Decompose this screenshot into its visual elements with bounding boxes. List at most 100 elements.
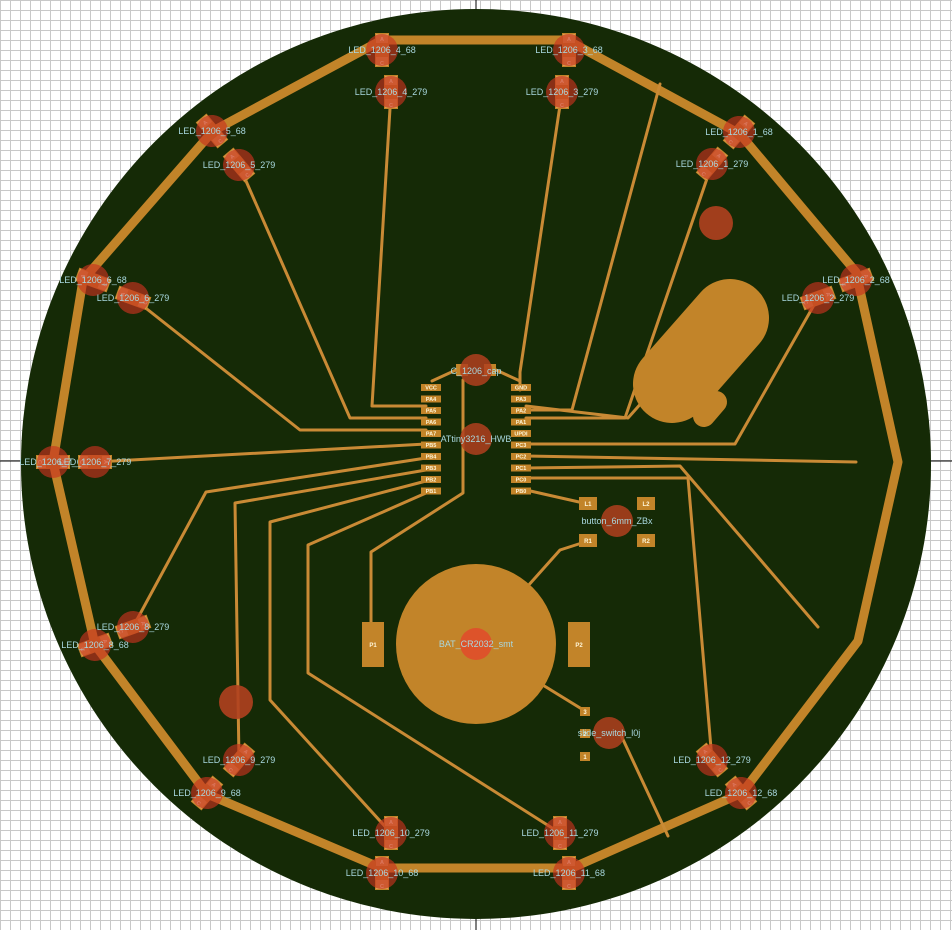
led-inner-9: AC [222, 742, 256, 778]
mcu-pin-left [421, 487, 441, 495]
battery-label: BAT_CR2032_smt [439, 639, 514, 649]
trace-5 [93, 442, 428, 464]
led-via [37, 446, 69, 478]
button-footprint: L1 L2 R1 R2 button_6mm_ZBx [579, 497, 655, 547]
mounting-via-bottom-left [219, 685, 253, 719]
led-inner-label: LED_1206_5_279 [203, 160, 276, 170]
led-outer-12: AC [724, 775, 758, 811]
battery-pad-p2 [568, 622, 590, 667]
led-inner-7: AC [78, 446, 112, 478]
button-pad-r1 [579, 534, 597, 547]
button-label: button_6mm_ZBx [581, 516, 653, 526]
led-outer-1: AC [722, 114, 756, 150]
trace-1 [370, 90, 428, 408]
mounting-via-top-right [699, 206, 733, 240]
led-inner-label: LED_1206_11_279 [522, 828, 599, 838]
cap-label: C_1206_cap [450, 366, 501, 376]
led-via [375, 76, 407, 108]
led-outer-label: LED_1206_6_68 [59, 275, 127, 285]
mcu-pin-left-label: PB4 [426, 455, 438, 461]
led-outer-label: LED_1206_2_68 [822, 275, 890, 285]
led-outer-4: AC [366, 33, 398, 67]
pcb-board [21, 9, 931, 919]
mcu-pin-left-label: PA7 [426, 432, 436, 438]
mcu-pin-right-label: PA3 [516, 397, 526, 403]
mcu-pin-left-label: VCC [425, 386, 437, 392]
mcu-pin-left [421, 453, 441, 460]
slide-switch-footprint: 3 2 1 slide_switch_l0j [578, 707, 640, 761]
mcu-pin-left [421, 407, 441, 414]
led-outer-label: LED_1206_10_68 [346, 868, 419, 878]
mcu-pin-right [511, 395, 531, 403]
trace-7 [233, 468, 428, 762]
led-outer-label: LED_1206_4_68 [348, 45, 416, 55]
led-outer-6: AC [74, 264, 112, 296]
mcu-pin-right-label: PC1 [516, 466, 527, 472]
led-outer-label: LED_1206_12_68 [705, 788, 778, 798]
mcu-pin-left-label: PA6 [426, 420, 436, 426]
button-pad-l2-label: L2 [642, 502, 650, 508]
trace-13 [524, 454, 858, 464]
led-inner-2: AC [799, 282, 837, 314]
battery-pad-p1 [362, 622, 384, 667]
mcu-pin-right [511, 384, 531, 391]
led-inner-label: LED_1206_4_279 [355, 87, 428, 97]
led-via [802, 282, 834, 314]
mcu-pin-right-label: PB0 [516, 489, 527, 495]
trace-12 [524, 296, 820, 446]
mcu-pin-right [511, 464, 531, 472]
button-pad-l1 [579, 497, 597, 510]
mcu-pin-left-label: PB1 [426, 489, 437, 495]
led-inner-label: LED_1206_9_279 [203, 755, 276, 765]
led-inner-label: LED_1206_8_279 [97, 622, 170, 632]
mcu-pin-right-label: PC0 [516, 478, 527, 484]
led-outer-label: LED_1206_3_68 [535, 45, 603, 55]
mcu-pin-left [421, 476, 441, 483]
led-inner-label: LED_1206_10_279 [352, 828, 430, 838]
led-via [696, 148, 728, 180]
signal-traces [93, 82, 858, 838]
mcu-pin-left-label: PB2 [426, 478, 437, 484]
mcu-pin-right-label: PC3 [516, 443, 527, 449]
button-pad-l2 [637, 497, 655, 510]
trace-3 [237, 163, 428, 420]
mcu-pin-left [421, 418, 441, 426]
led-via [77, 264, 109, 296]
mcu-pin-left [421, 441, 441, 449]
mcu-pin-right [511, 487, 531, 495]
mcu-pin-right [511, 476, 531, 483]
outer-led-group: ACLED_1206_1_68ACLED_1206_2_68ACLED_1206… [19, 33, 890, 890]
mcu-pin-left-label: PB3 [426, 466, 437, 472]
led-inner-label: LED_1206_1_279 [676, 159, 749, 169]
mcu-pin-right-label: PC2 [516, 455, 527, 461]
trace-20 [618, 731, 670, 838]
led-via [366, 857, 398, 889]
switch-pad-2 [580, 729, 590, 738]
led-outer-10: AC [366, 856, 398, 890]
led-via [366, 34, 398, 66]
led-via [553, 34, 585, 66]
led-outer-3: AC [553, 33, 585, 67]
led-outer-7: AC [36, 446, 70, 478]
mcu-pin-right [511, 441, 531, 449]
trace-15 [524, 464, 820, 629]
switch-pad-3 [580, 707, 590, 716]
mcu-pin-right-label: PA2 [516, 409, 526, 415]
led-inner-5: AC [222, 147, 256, 183]
trace-14 [524, 476, 714, 762]
led-inner-11: AC [544, 816, 576, 850]
led-via [553, 857, 585, 889]
mcu-footprint: VCC PA4 PA5 PA6 PA7 PB5 PB4 PB3 PB2 PB1 GND PA3 PA2 P… [421, 384, 531, 495]
trace-22 [430, 368, 458, 383]
inner-led-group: ACLED_1206_1_279ACLED_1206_2_279ACLED_12… [59, 75, 854, 850]
switch-pad-1-label: 1 [583, 755, 587, 761]
led-outer-9: AC [190, 775, 224, 811]
trace-6 [131, 456, 428, 629]
led-inner-10: AC [375, 816, 407, 850]
led-via [79, 629, 111, 661]
led-outer-label: LED_1206_11_68 [533, 868, 605, 878]
slot-pad-large [633, 279, 769, 423]
mcu-pin-left-label: PA5 [426, 409, 436, 415]
mcu-pin-left [421, 384, 441, 391]
